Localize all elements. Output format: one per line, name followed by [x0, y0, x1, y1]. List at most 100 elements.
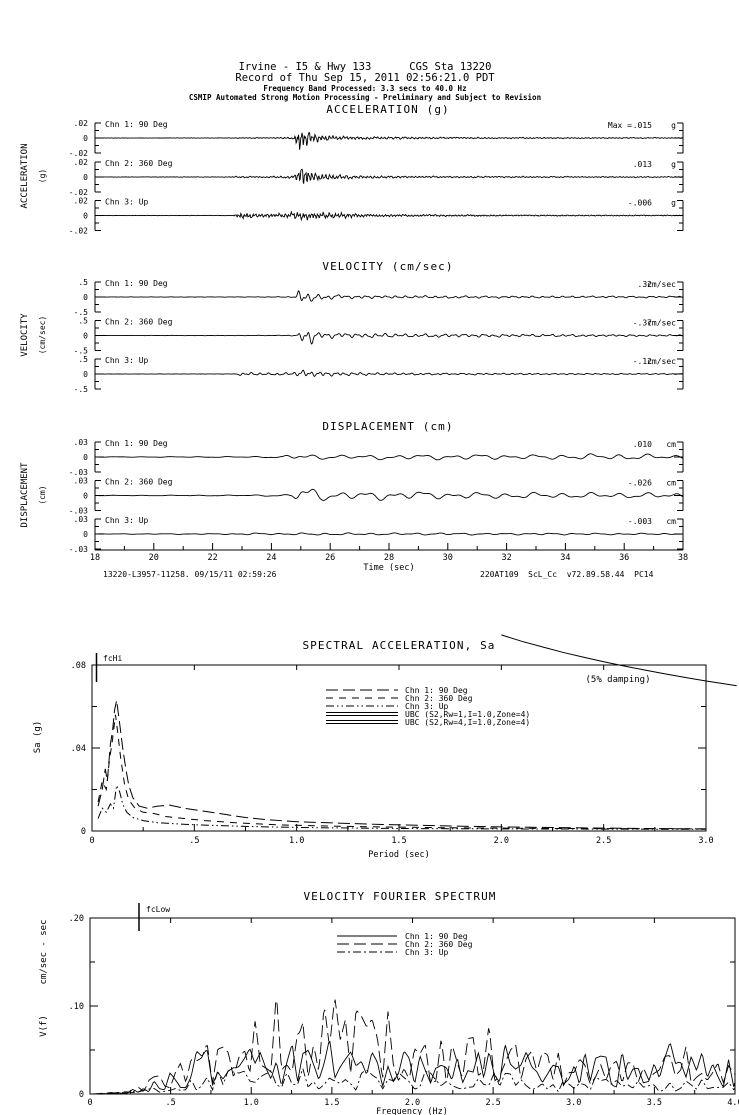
processing-stamp: 220AT109 ScL_Cc v72.89.58.44 PC14 — [480, 570, 654, 579]
channel-label: Chn 3: Up — [105, 198, 149, 207]
fourier-xtick-label: 3.0 — [566, 1098, 581, 1108]
period-axis-label: Period (sec) — [368, 850, 429, 860]
sa-xtick-label: 0 — [89, 836, 94, 846]
velocity-ytick-label: 0 — [83, 370, 88, 379]
acceleration-ytick-label: 0 — [83, 134, 88, 143]
max-value-label: -.37 — [633, 319, 652, 328]
time-tick-label: 18 — [90, 553, 100, 563]
max-prefix-label: Max = — [608, 121, 632, 130]
fchi-annotation: fcHi — [103, 654, 122, 663]
max-unit-label: cm/sec — [647, 319, 676, 328]
sa-xtick-label: 3.0 — [698, 836, 713, 846]
displacement-ytick-label: .03 — [74, 477, 89, 486]
record-id-stamp: 13220-L3957-11258. 09/15/11 02:59:26 — [103, 570, 277, 579]
fourier-xtick-label: .5 — [166, 1098, 176, 1108]
velocity-waveform-trace — [94, 369, 684, 377]
time-tick-label: 28 — [384, 553, 394, 563]
sa-axis-label: Sa (g) — [33, 721, 43, 754]
displacement-waveform-trace — [94, 453, 684, 461]
acceleration-title: ACCELERATION (g) — [326, 103, 450, 116]
acceleration-axis-label: ACCELERATION — [20, 143, 30, 208]
displacement-ytick-label: .03 — [74, 438, 89, 447]
displacement-title: DISPLACEMENT (cm) — [322, 420, 453, 433]
channel-label: Chn 1: 90 Deg — [105, 120, 168, 129]
time-tick-label: 30 — [443, 553, 453, 563]
acceleration-ytick-label: -.02 — [69, 227, 88, 236]
time-axis-label: Time (sec) — [363, 563, 414, 573]
legend-entry-label: Chn 1: 90 Deg — [405, 932, 468, 941]
velocity-ytick-label: 0 — [83, 293, 88, 302]
fourier-xtick-label: 0 — [87, 1098, 92, 1108]
max-unit-label: cm/sec — [647, 357, 676, 366]
displacement-waveform-trace — [95, 488, 684, 501]
displacement-ytick-label: .03 — [74, 515, 89, 524]
displacement-axis-label: DISPLACEMENT — [20, 462, 30, 528]
max-value-label: .010 — [633, 440, 652, 449]
max-value-label: .013 — [633, 160, 652, 169]
max-value-label: -.12 — [633, 357, 652, 366]
station-title: Irvine - I5 & Hwy 133 CGS Sta 13220 — [239, 61, 492, 73]
sa-curve-dash — [97, 714, 707, 830]
max-unit-label: cm/sec — [647, 280, 676, 289]
legend-entry-label: Chn 3: Up — [405, 702, 449, 711]
velocity-ytick-label: -.5 — [74, 308, 89, 317]
frequency-axis-label: Frequency (Hz) — [376, 1107, 448, 1115]
velocity-axis-label: VELOCITY — [20, 313, 30, 357]
fourier-ytick-label: 0 — [79, 1090, 84, 1100]
max-unit-label: g — [671, 121, 676, 130]
time-tick-label: 36 — [619, 553, 629, 563]
sa-curve-dash-long — [97, 700, 707, 830]
fourier-xtick-label: 2.5 — [485, 1098, 500, 1108]
channel-label: Chn 3: Up — [105, 516, 149, 525]
sa-ytick-label: .08 — [71, 661, 86, 671]
max-unit-label: cm — [666, 440, 676, 449]
fourier-curve-dash-long — [89, 999, 736, 1095]
legend-entry-label: Chn 3: Up — [405, 948, 449, 957]
acceleration-ytick-label: .02 — [74, 158, 89, 167]
sa-xtick-label: 2.0 — [494, 836, 509, 846]
acceleration-waveform-trace — [94, 210, 684, 222]
displacement-ytick-label: 0 — [83, 530, 88, 539]
velocity-ytick-label: -.5 — [74, 347, 89, 356]
channel-label: Chn 1: 90 Deg — [105, 279, 168, 288]
channel-label: Chn 2: 360 Deg — [105, 478, 173, 487]
processing-note: CSMIP Automated Strong Motion Processing… — [189, 93, 541, 102]
acceleration-ytick-label: .02 — [74, 119, 89, 128]
sa-xtick-label: .5 — [189, 836, 199, 846]
displacement-ytick-label: -.03 — [69, 545, 88, 554]
sa-ytick-label: 0 — [81, 827, 86, 837]
fourier-curve-dash-dot — [89, 1067, 736, 1095]
acceleration-ytick-label: .02 — [74, 197, 89, 206]
time-tick-label: 26 — [325, 553, 335, 563]
displacement-waveform-trace — [94, 532, 684, 536]
time-tick-label: 34 — [560, 553, 570, 563]
generated-plot-elements: .02 0 -.02 Chn 1: 90 Deg Max = .015 g .02 0 -.02 C… — [69, 119, 739, 1108]
sa-xtick-label: 2.5 — [596, 836, 611, 846]
displacement-ytick-label: 0 — [83, 453, 88, 462]
time-tick-label: 32 — [501, 553, 511, 563]
sa-curve-dash-dot-dot — [97, 783, 707, 830]
displacement-ytick-label: 0 — [83, 492, 88, 501]
damping-annotation: (5% damping) — [585, 675, 650, 685]
legend-entry-label: UBC (S2,Rw=4,I=1.0,Zone=4) — [405, 718, 530, 727]
fourier-ytick-label: .10 — [69, 1002, 84, 1012]
time-tick-label: 20 — [149, 553, 159, 563]
channel-label: Chn 3: Up — [105, 356, 149, 365]
fourier-curve-solid — [89, 1041, 736, 1095]
max-unit-label: cm — [666, 479, 676, 488]
channel-label: Chn 2: 360 Deg — [105, 318, 173, 327]
legend-entry-label: Chn 2: 360 Deg — [405, 940, 473, 949]
legend-entry-label: Chn 1: 90 Deg — [405, 686, 468, 695]
acceleration-ytick-label: -.02 — [69, 188, 88, 197]
record-date: Record of Thu Sep 15, 2011 02:56:21.0 PD… — [235, 72, 495, 84]
sa-xtick-label: 1.5 — [391, 836, 406, 846]
velocity-axis-unit: (cm/sec) — [38, 316, 47, 355]
acceleration-waveform-trace — [94, 131, 684, 150]
sa-curve-solid — [501, 634, 737, 687]
velocity-waveform-trace — [94, 331, 684, 345]
max-unit-label: cm — [666, 517, 676, 526]
acceleration-ytick-label: -.02 — [69, 149, 88, 158]
fourier-xtick-label: 1.0 — [244, 1098, 259, 1108]
